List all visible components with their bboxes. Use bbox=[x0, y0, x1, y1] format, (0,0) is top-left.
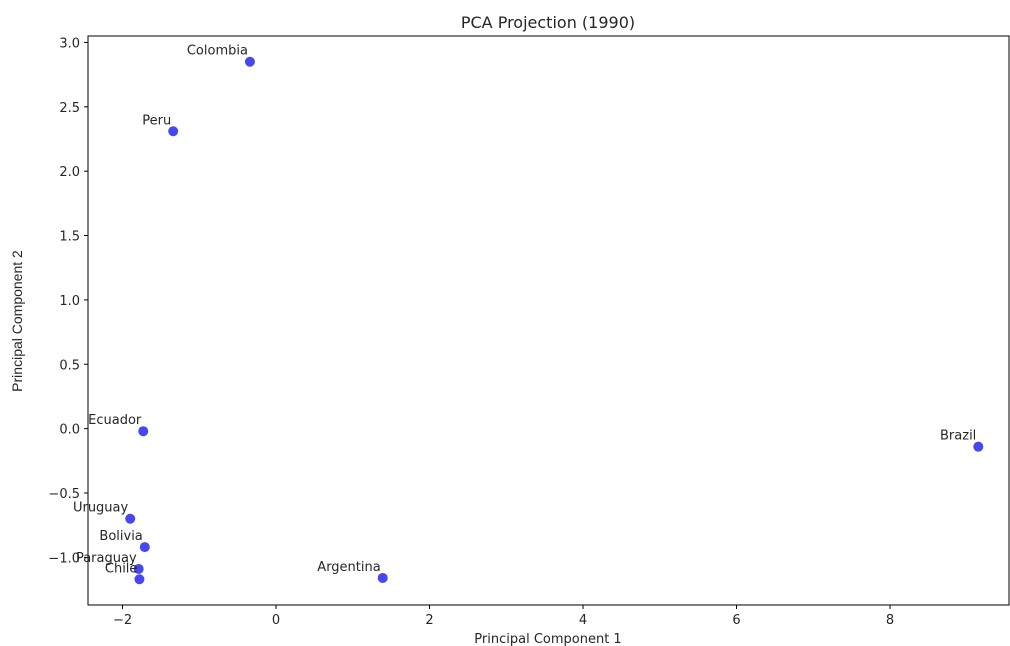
x-axis-label: Principal Component 1 bbox=[474, 632, 621, 646]
data-point bbox=[134, 574, 145, 585]
data-point bbox=[377, 572, 388, 583]
point-label: Uruguay bbox=[73, 501, 129, 516]
y-tick-label: 1.5 bbox=[59, 230, 80, 245]
x-axis-ticks: −2 0 2 4 6 8 bbox=[113, 605, 894, 628]
point-label: Peru bbox=[142, 113, 171, 128]
point-label: Brazil bbox=[940, 429, 976, 444]
data-point bbox=[133, 563, 144, 574]
point-label: Colombia bbox=[187, 44, 248, 59]
point-label: Paraguay bbox=[76, 551, 137, 566]
data-point bbox=[125, 513, 136, 524]
chart-title: PCA Projection (1990) bbox=[461, 13, 635, 32]
y-tick-label: −0.5 bbox=[48, 487, 80, 502]
point-label: Ecuador bbox=[88, 413, 142, 428]
x-tick-label: −2 bbox=[113, 613, 132, 628]
y-tick-label: 0.0 bbox=[59, 423, 80, 438]
y-tick-label: 2.5 bbox=[59, 101, 80, 116]
data-point bbox=[138, 426, 149, 437]
y-tick-label: 0.5 bbox=[59, 358, 80, 373]
x-tick-label: 0 bbox=[272, 613, 280, 628]
y-tick-label: 1.0 bbox=[59, 294, 80, 309]
x-tick-label: 4 bbox=[579, 613, 587, 628]
x-tick-label: 8 bbox=[886, 613, 894, 628]
x-tick-label: 6 bbox=[732, 613, 740, 628]
data-point bbox=[973, 441, 984, 452]
data-point bbox=[139, 542, 150, 553]
y-tick-label: −1.0 bbox=[48, 551, 80, 566]
y-axis-ticks: −1.0 −0.5 0.0 0.5 1.0 1.5 2.0 2.5 3.0 bbox=[48, 36, 88, 566]
y-tick-label: 3.0 bbox=[59, 36, 80, 51]
data-point bbox=[168, 126, 179, 137]
y-axis-label: Principal Component 2 bbox=[9, 250, 25, 392]
data-point bbox=[244, 56, 255, 67]
point-label: Argentina bbox=[317, 560, 380, 575]
x-tick-label: 2 bbox=[425, 613, 433, 628]
point-label: Bolivia bbox=[99, 529, 142, 544]
y-tick-label: 2.0 bbox=[59, 165, 80, 180]
data-points: Colombia Peru Ecuador Brazil Uruguay Bolivia P… bbox=[73, 44, 984, 585]
point-label: Chile bbox=[105, 561, 138, 576]
plot-area bbox=[87, 35, 1010, 606]
